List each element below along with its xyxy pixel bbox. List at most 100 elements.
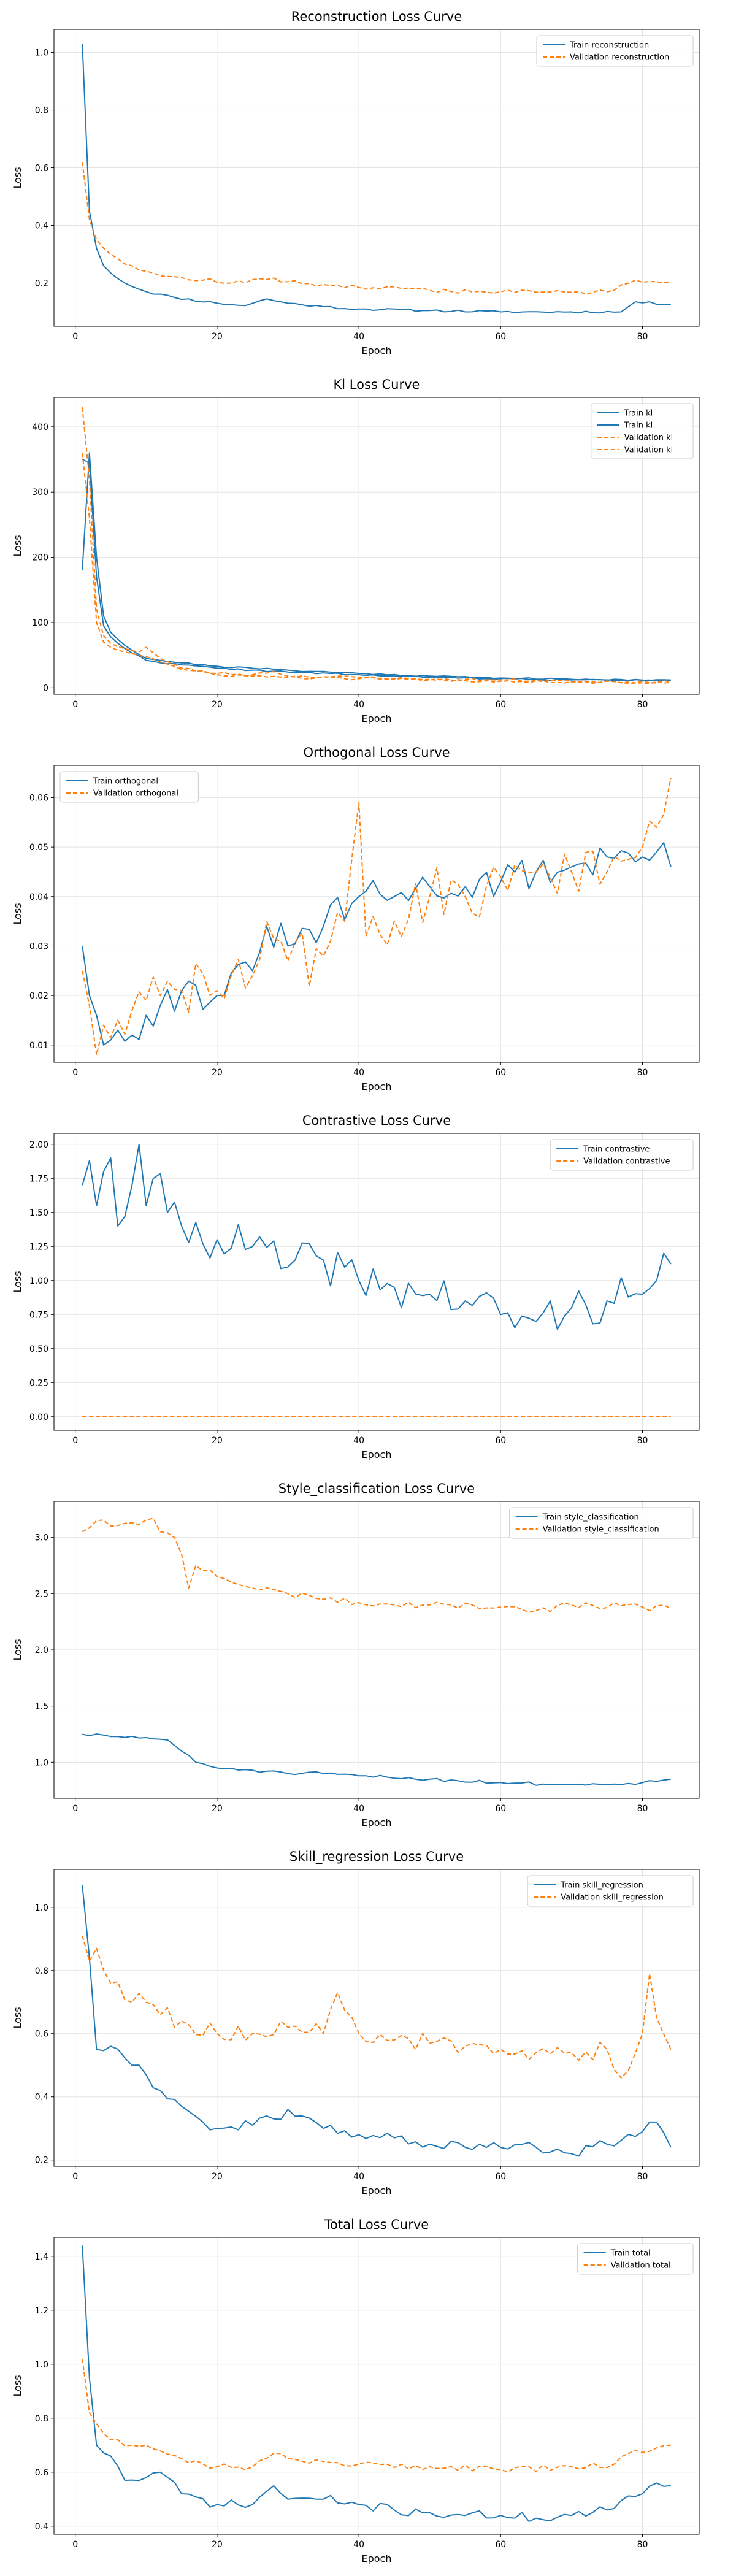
series-line-2 bbox=[82, 162, 671, 295]
legend-label: Validation style_classification bbox=[543, 1525, 659, 1535]
y-tick-label: 400 bbox=[32, 423, 48, 432]
y-tick-label: 1.4 bbox=[35, 2252, 48, 2262]
y-tick-label: 0.6 bbox=[35, 2468, 48, 2478]
legend-label: Validation total bbox=[611, 2261, 671, 2271]
plot-frame bbox=[53, 29, 700, 327]
x-tick-label: 0 bbox=[72, 2540, 78, 2550]
x-axis-label: Epoch bbox=[362, 1817, 392, 1828]
x-tick-label: 80 bbox=[637, 1436, 648, 1446]
x-tick-label: 80 bbox=[637, 1068, 648, 1078]
series-line-1 bbox=[82, 2245, 671, 2522]
legend-label: Validation reconstruction bbox=[570, 53, 669, 63]
y-tick-label: 0.8 bbox=[35, 2414, 48, 2424]
chart-title: Style_classification Loss Curve bbox=[278, 1481, 475, 1497]
x-tick-label: 20 bbox=[212, 2172, 223, 2182]
y-tick-label: 1.0 bbox=[35, 2360, 48, 2370]
legend: Train contrastive Validation contrastive bbox=[550, 1139, 694, 1171]
y-tick-label: 0.2 bbox=[35, 279, 48, 289]
chart-svg: Total Loss Curve 0 20 40 60 80 0.4 0.6 0.8 1.0 1.2… bbox=[12, 2217, 700, 2564]
x-tick-label: 80 bbox=[637, 1804, 648, 1814]
series-line-1 bbox=[82, 842, 672, 1046]
y-tick-label: 1.0 bbox=[35, 48, 48, 58]
x-tick-label: 20 bbox=[212, 1804, 223, 1814]
y-tick-label: 2.5 bbox=[35, 1589, 48, 1599]
chart-svg: Kl Loss Curve 0 20 40 60 80 0 100 200 300 400 Epoch… bbox=[12, 377, 700, 724]
x-tick-label: 40 bbox=[353, 1804, 364, 1814]
y-tick-label: 0.06 bbox=[29, 793, 48, 803]
x-tick-label: 60 bbox=[495, 700, 506, 710]
series-line-2 bbox=[82, 778, 672, 1056]
plot-frame bbox=[53, 1869, 700, 2167]
chart-svg: Contrastive Loss Curve 0 20 40 60 80 0.00 0.25 0… bbox=[12, 1113, 700, 1460]
chart-panel-6: Skill_regression Loss Curve 0 20 40 60 80 0.2 0… bbox=[0, 1840, 736, 2206]
y-tick-label: 0.2 bbox=[35, 2156, 48, 2166]
chart-title: Reconstruction Loss Curve bbox=[291, 9, 462, 24]
x-tick-label: 60 bbox=[495, 332, 506, 342]
series-line-1 bbox=[82, 1885, 672, 2157]
x-tick-label: 0 bbox=[72, 2172, 78, 2182]
legend: Train kl Train kl Validation kl Validation … bbox=[591, 403, 694, 459]
chart-title: Orthogonal Loss Curve bbox=[303, 745, 450, 760]
x-tick-label: 40 bbox=[353, 700, 364, 710]
x-tick-label: 20 bbox=[212, 1436, 223, 1446]
chart-panel-2: Kl Loss Curve 0 20 40 60 80 0 100 200 300 400 Epoch… bbox=[0, 368, 736, 734]
chart-title: Skill_regression Loss Curve bbox=[289, 1849, 464, 1865]
y-tick-label: 0.05 bbox=[29, 843, 48, 853]
legend-label: Train orthogonal bbox=[93, 777, 158, 786]
y-tick-label: 1.75 bbox=[29, 1174, 48, 1184]
x-tick-label: 60 bbox=[495, 1436, 506, 1446]
series-line-1 bbox=[82, 1143, 672, 1330]
y-axis-label: Loss bbox=[12, 903, 23, 924]
x-tick-label: 60 bbox=[495, 1804, 506, 1814]
legend-label: Validation kl bbox=[624, 434, 673, 443]
x-tick-label: 40 bbox=[353, 332, 364, 342]
chart-panel-4: Contrastive Loss Curve 0 20 40 60 80 0.00 0.25 0… bbox=[0, 1104, 736, 1470]
chart-panel-3: Orthogonal Loss Curve 0 20 40 60 80 0.01 0.02 0.… bbox=[0, 736, 736, 1102]
series-line-2 bbox=[82, 2358, 671, 2473]
x-axis-label: Epoch bbox=[362, 2553, 392, 2564]
chart-panel-1: Reconstruction Loss Curve 0 20 40 60 80 0.2 0.4… bbox=[0, 0, 736, 366]
x-tick-label: 20 bbox=[212, 2540, 223, 2550]
legend: Train reconstruction Validation reconstru… bbox=[536, 35, 694, 67]
plot-frame bbox=[53, 765, 700, 1063]
x-tick-label: 0 bbox=[72, 700, 78, 710]
series-line-4 bbox=[82, 453, 671, 684]
chart-svg: Skill_regression Loss Curve 0 20 40 60 80 0.2 0… bbox=[12, 1849, 700, 2196]
series-line-1 bbox=[82, 44, 671, 314]
x-tick-label: 0 bbox=[72, 1068, 78, 1078]
chart-svg: Style_classification Loss Curve 0 20 40 60 80… bbox=[12, 1481, 700, 1828]
y-tick-label: 1.5 bbox=[35, 1702, 48, 1712]
x-tick-label: 60 bbox=[495, 1068, 506, 1078]
y-tick-label: 200 bbox=[32, 553, 48, 563]
series-line-3 bbox=[82, 407, 671, 684]
x-tick-label: 20 bbox=[212, 700, 223, 710]
chart-panel-7: Total Loss Curve 0 20 40 60 80 0.4 0.6 0.8 1.0 1.2… bbox=[0, 2208, 736, 2574]
y-tick-label: 0 bbox=[43, 683, 48, 693]
y-axis-label: Loss bbox=[12, 1639, 23, 1660]
legend: Train total Validation total bbox=[577, 2243, 694, 2275]
x-tick-label: 40 bbox=[353, 2540, 364, 2550]
legend: Train style_classification Validation sty… bbox=[509, 1507, 694, 1539]
y-axis-label: Loss bbox=[12, 2375, 23, 2396]
y-tick-label: 0.8 bbox=[35, 1966, 48, 1976]
series-line-2 bbox=[82, 459, 671, 682]
series-line-1 bbox=[82, 452, 671, 681]
y-axis-label: Loss bbox=[12, 1271, 23, 1292]
x-tick-label: 20 bbox=[212, 1068, 223, 1078]
y-tick-label: 0.4 bbox=[35, 2522, 48, 2532]
x-tick-label: 80 bbox=[637, 332, 648, 342]
chart-svg: Reconstruction Loss Curve 0 20 40 60 80 0.2 0.4… bbox=[12, 9, 700, 356]
y-tick-label: 0.4 bbox=[35, 221, 48, 231]
x-tick-label: 40 bbox=[353, 2172, 364, 2182]
y-tick-label: 300 bbox=[32, 488, 48, 497]
y-tick-label: 1.0 bbox=[35, 1758, 48, 1768]
legend: Train skill_regression Validation skill_r… bbox=[527, 1875, 694, 1907]
plot-frame bbox=[53, 1501, 700, 1799]
y-tick-label: 2.00 bbox=[29, 1140, 48, 1150]
y-axis-label: Loss bbox=[12, 2007, 23, 2028]
y-tick-label: 0.6 bbox=[35, 2030, 48, 2039]
legend-label: Train kl bbox=[624, 421, 653, 431]
legend-label: Train reconstruction bbox=[569, 41, 649, 50]
legend-label: Validation skill_regression bbox=[561, 1893, 664, 1903]
x-tick-label: 20 bbox=[212, 332, 223, 342]
